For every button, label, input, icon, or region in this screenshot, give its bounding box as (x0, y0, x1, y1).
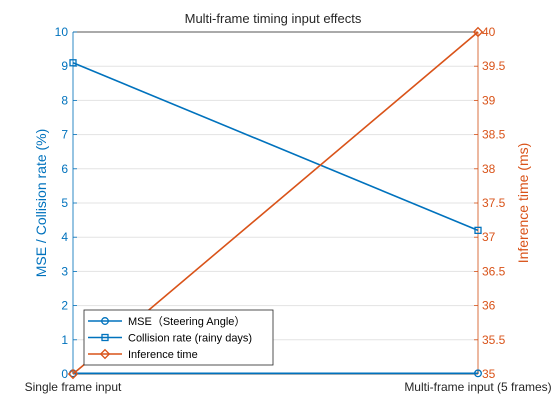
y-axis-label-right: Inference time (ms) (515, 143, 531, 264)
y-tick-label-right: 38.5 (482, 128, 506, 142)
legend-marker (99, 348, 111, 360)
y-tick-label-left: 5 (61, 196, 68, 210)
y-tick-label-left: 1 (61, 333, 68, 347)
data-point-2 (67, 368, 79, 380)
y-tick-label-right: 36 (482, 299, 496, 313)
y-axis-label-left: MSE / Collision rate (%) (33, 129, 49, 278)
y-tick-label-left: 6 (61, 162, 68, 176)
x-tick-label: Single frame input (25, 380, 122, 394)
legend-entry: Collision rate (rainy days) (128, 333, 252, 345)
y-tick-label-left: 9 (61, 59, 68, 73)
series-line-1 (72, 62, 479, 232)
y-tick-label-right: 37 (482, 230, 496, 244)
legend: MSE（Steering Angle） Collision rate (rainy… (83, 309, 274, 366)
y-tick-label-left: 3 (61, 264, 68, 278)
y-tick-label-right: 36.5 (482, 264, 506, 278)
y-tick-label-right: 40 (482, 25, 496, 39)
data-point-2 (472, 26, 484, 38)
y-tick-label-left: 7 (61, 128, 68, 142)
y-tick-label-left: 2 (61, 299, 68, 313)
data-point-0 (474, 369, 482, 378)
y-tick-label-right: 38 (482, 162, 496, 176)
y-tick-label-right: 35 (482, 367, 496, 381)
legend-marker (101, 317, 109, 325)
legend-entry: MSE（Steering Angle） (128, 315, 245, 328)
data-point-1 (69, 59, 77, 67)
chart-title: Multi-frame timing input effects (185, 11, 362, 26)
y-tick-label-right: 35.5 (482, 333, 506, 347)
y-tick-label-right: 39.5 (482, 59, 506, 73)
y-tick-label-right: 39 (482, 93, 496, 107)
y-tick-label-left: 4 (61, 230, 68, 244)
y-tick-label-left: 8 (61, 93, 68, 107)
y-tick-label-left: 0 (61, 367, 68, 381)
data-point-1 (474, 226, 482, 235)
x-tick-label: Multi-frame input (5 frames) (404, 380, 551, 394)
y-tick-label-left: 10 (55, 25, 69, 39)
y-tick-label-right: 37.5 (482, 196, 506, 210)
tick-labels: 0 1 2 3 4 5 6 7 8 9 10 35 35.5 36 36.5 37 37.5 38 38.5 39 39… (25, 25, 552, 394)
legend-marker (101, 333, 109, 342)
legend-entry: Inference time (128, 349, 198, 361)
